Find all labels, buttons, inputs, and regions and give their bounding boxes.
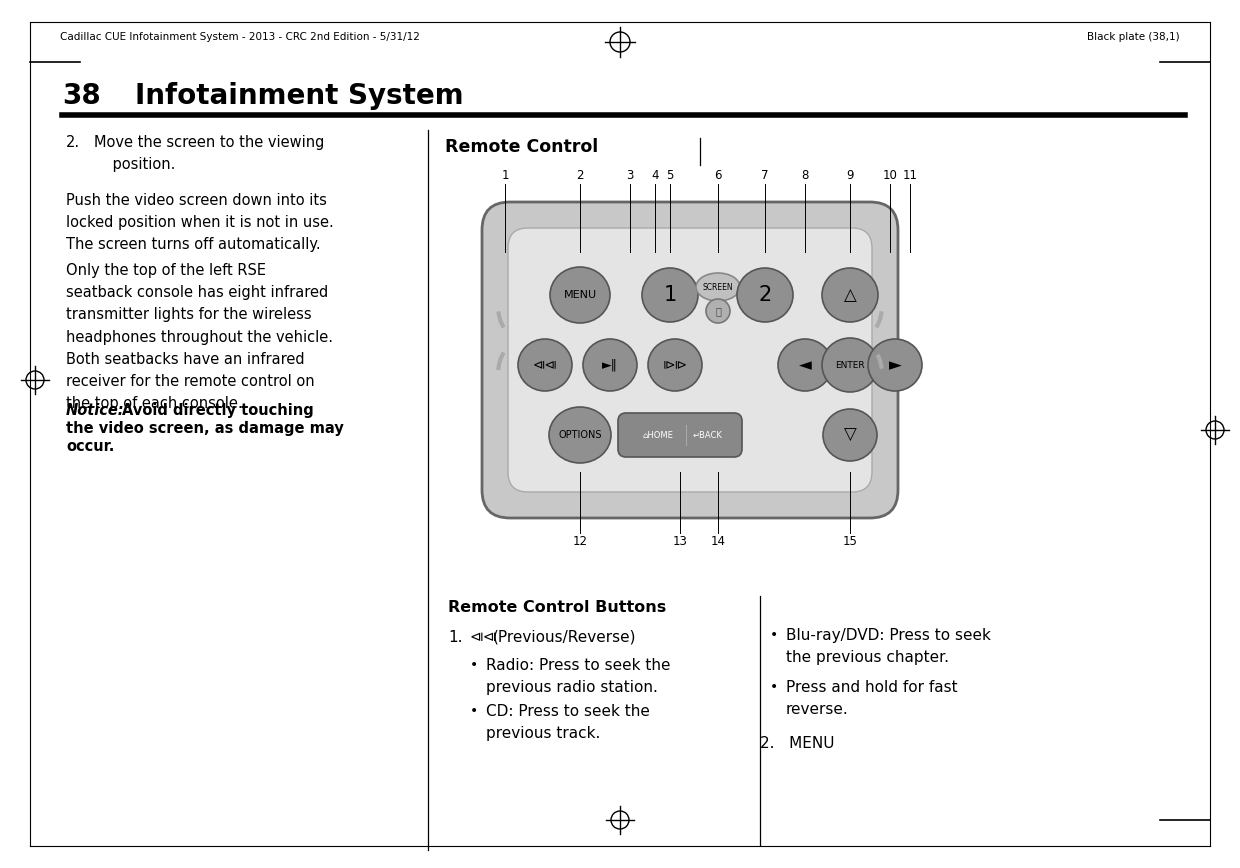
Text: •: • <box>770 628 779 642</box>
Ellipse shape <box>823 409 877 461</box>
Text: Notice:: Notice: <box>66 403 125 418</box>
FancyBboxPatch shape <box>508 228 872 492</box>
Ellipse shape <box>696 273 740 301</box>
Text: Push the video screen down into its
locked position when it is not in use.
The s: Push the video screen down into its lock… <box>66 193 334 253</box>
Text: Blu-ray/DVD: Press to seek
the previous chapter.: Blu-ray/DVD: Press to seek the previous … <box>786 628 991 665</box>
Text: Black plate (38,1): Black plate (38,1) <box>1087 32 1180 42</box>
Text: ⧐⧐: ⧐⧐ <box>662 358 687 372</box>
Text: OPTIONS: OPTIONS <box>558 430 601 440</box>
Text: 14: 14 <box>711 535 725 548</box>
Text: Cadillac CUE Infotainment System - 2013 - CRC 2nd Edition - 5/31/12: Cadillac CUE Infotainment System - 2013 … <box>60 32 420 42</box>
Text: 10: 10 <box>883 169 898 182</box>
Ellipse shape <box>583 339 637 391</box>
Text: 1.: 1. <box>448 630 463 645</box>
Text: ▽: ▽ <box>843 426 857 444</box>
Ellipse shape <box>642 268 698 322</box>
Text: ⏻: ⏻ <box>715 306 720 316</box>
Text: 9: 9 <box>846 169 854 182</box>
Text: ◄: ◄ <box>799 356 811 374</box>
Text: 2.   MENU: 2. MENU <box>760 736 835 751</box>
Text: Radio: Press to seek the
previous radio station.: Radio: Press to seek the previous radio … <box>486 658 671 694</box>
Ellipse shape <box>737 268 794 322</box>
Text: ►‖: ►‖ <box>603 358 618 372</box>
Text: 1: 1 <box>663 285 677 305</box>
FancyBboxPatch shape <box>482 202 898 518</box>
Ellipse shape <box>822 268 878 322</box>
Text: 12: 12 <box>573 535 588 548</box>
Text: △: △ <box>843 286 857 304</box>
Ellipse shape <box>649 339 702 391</box>
Ellipse shape <box>777 339 832 391</box>
Ellipse shape <box>518 339 572 391</box>
Text: 3: 3 <box>626 169 634 182</box>
Text: 15: 15 <box>842 535 857 548</box>
Text: ENTER: ENTER <box>836 360 864 370</box>
Text: 1: 1 <box>501 169 508 182</box>
Ellipse shape <box>706 299 730 323</box>
Text: Remote Control Buttons: Remote Control Buttons <box>448 600 666 615</box>
Text: 7: 7 <box>761 169 769 182</box>
Text: 5: 5 <box>666 169 673 182</box>
Text: 38: 38 <box>62 82 100 110</box>
FancyBboxPatch shape <box>618 413 742 457</box>
Ellipse shape <box>549 407 611 463</box>
Text: Move the screen to the viewing
    position.: Move the screen to the viewing position. <box>94 135 325 172</box>
Ellipse shape <box>551 267 610 323</box>
Text: 2: 2 <box>577 169 584 182</box>
Text: Infotainment System: Infotainment System <box>135 82 464 110</box>
Text: 4: 4 <box>651 169 658 182</box>
Ellipse shape <box>822 338 878 392</box>
Text: Remote Control: Remote Control <box>445 138 598 156</box>
Text: SCREEN: SCREEN <box>703 282 733 292</box>
Text: MENU: MENU <box>563 290 596 300</box>
Text: ⧏⧏: ⧏⧏ <box>470 630 497 644</box>
Text: 2.: 2. <box>66 135 81 150</box>
Text: •: • <box>470 658 479 672</box>
Ellipse shape <box>868 339 923 391</box>
Text: (Previous/Reverse): (Previous/Reverse) <box>494 630 636 645</box>
Text: 13: 13 <box>672 535 687 548</box>
Text: •: • <box>470 704 479 718</box>
Text: Press and hold for fast
reverse.: Press and hold for fast reverse. <box>786 680 957 717</box>
Text: 8: 8 <box>801 169 808 182</box>
Text: CD: Press to seek the
previous track.: CD: Press to seek the previous track. <box>486 704 650 740</box>
Text: ⧏⧏: ⧏⧏ <box>532 358 558 372</box>
Text: Avoid directly touching: Avoid directly touching <box>122 403 314 418</box>
Text: occur.: occur. <box>66 439 114 454</box>
Text: the video screen, as damage may: the video screen, as damage may <box>66 421 343 436</box>
Text: 11: 11 <box>903 169 918 182</box>
Text: 2: 2 <box>759 285 771 305</box>
Text: ⌂HOME: ⌂HOME <box>642 431 673 439</box>
Text: ↵BACK: ↵BACK <box>693 431 723 439</box>
Text: 6: 6 <box>714 169 722 182</box>
Text: Only the top of the left RSE
seatback console has eight infrared
transmitter lig: Only the top of the left RSE seatback co… <box>66 263 334 411</box>
Text: •: • <box>770 680 779 694</box>
Text: ►: ► <box>889 356 901 374</box>
